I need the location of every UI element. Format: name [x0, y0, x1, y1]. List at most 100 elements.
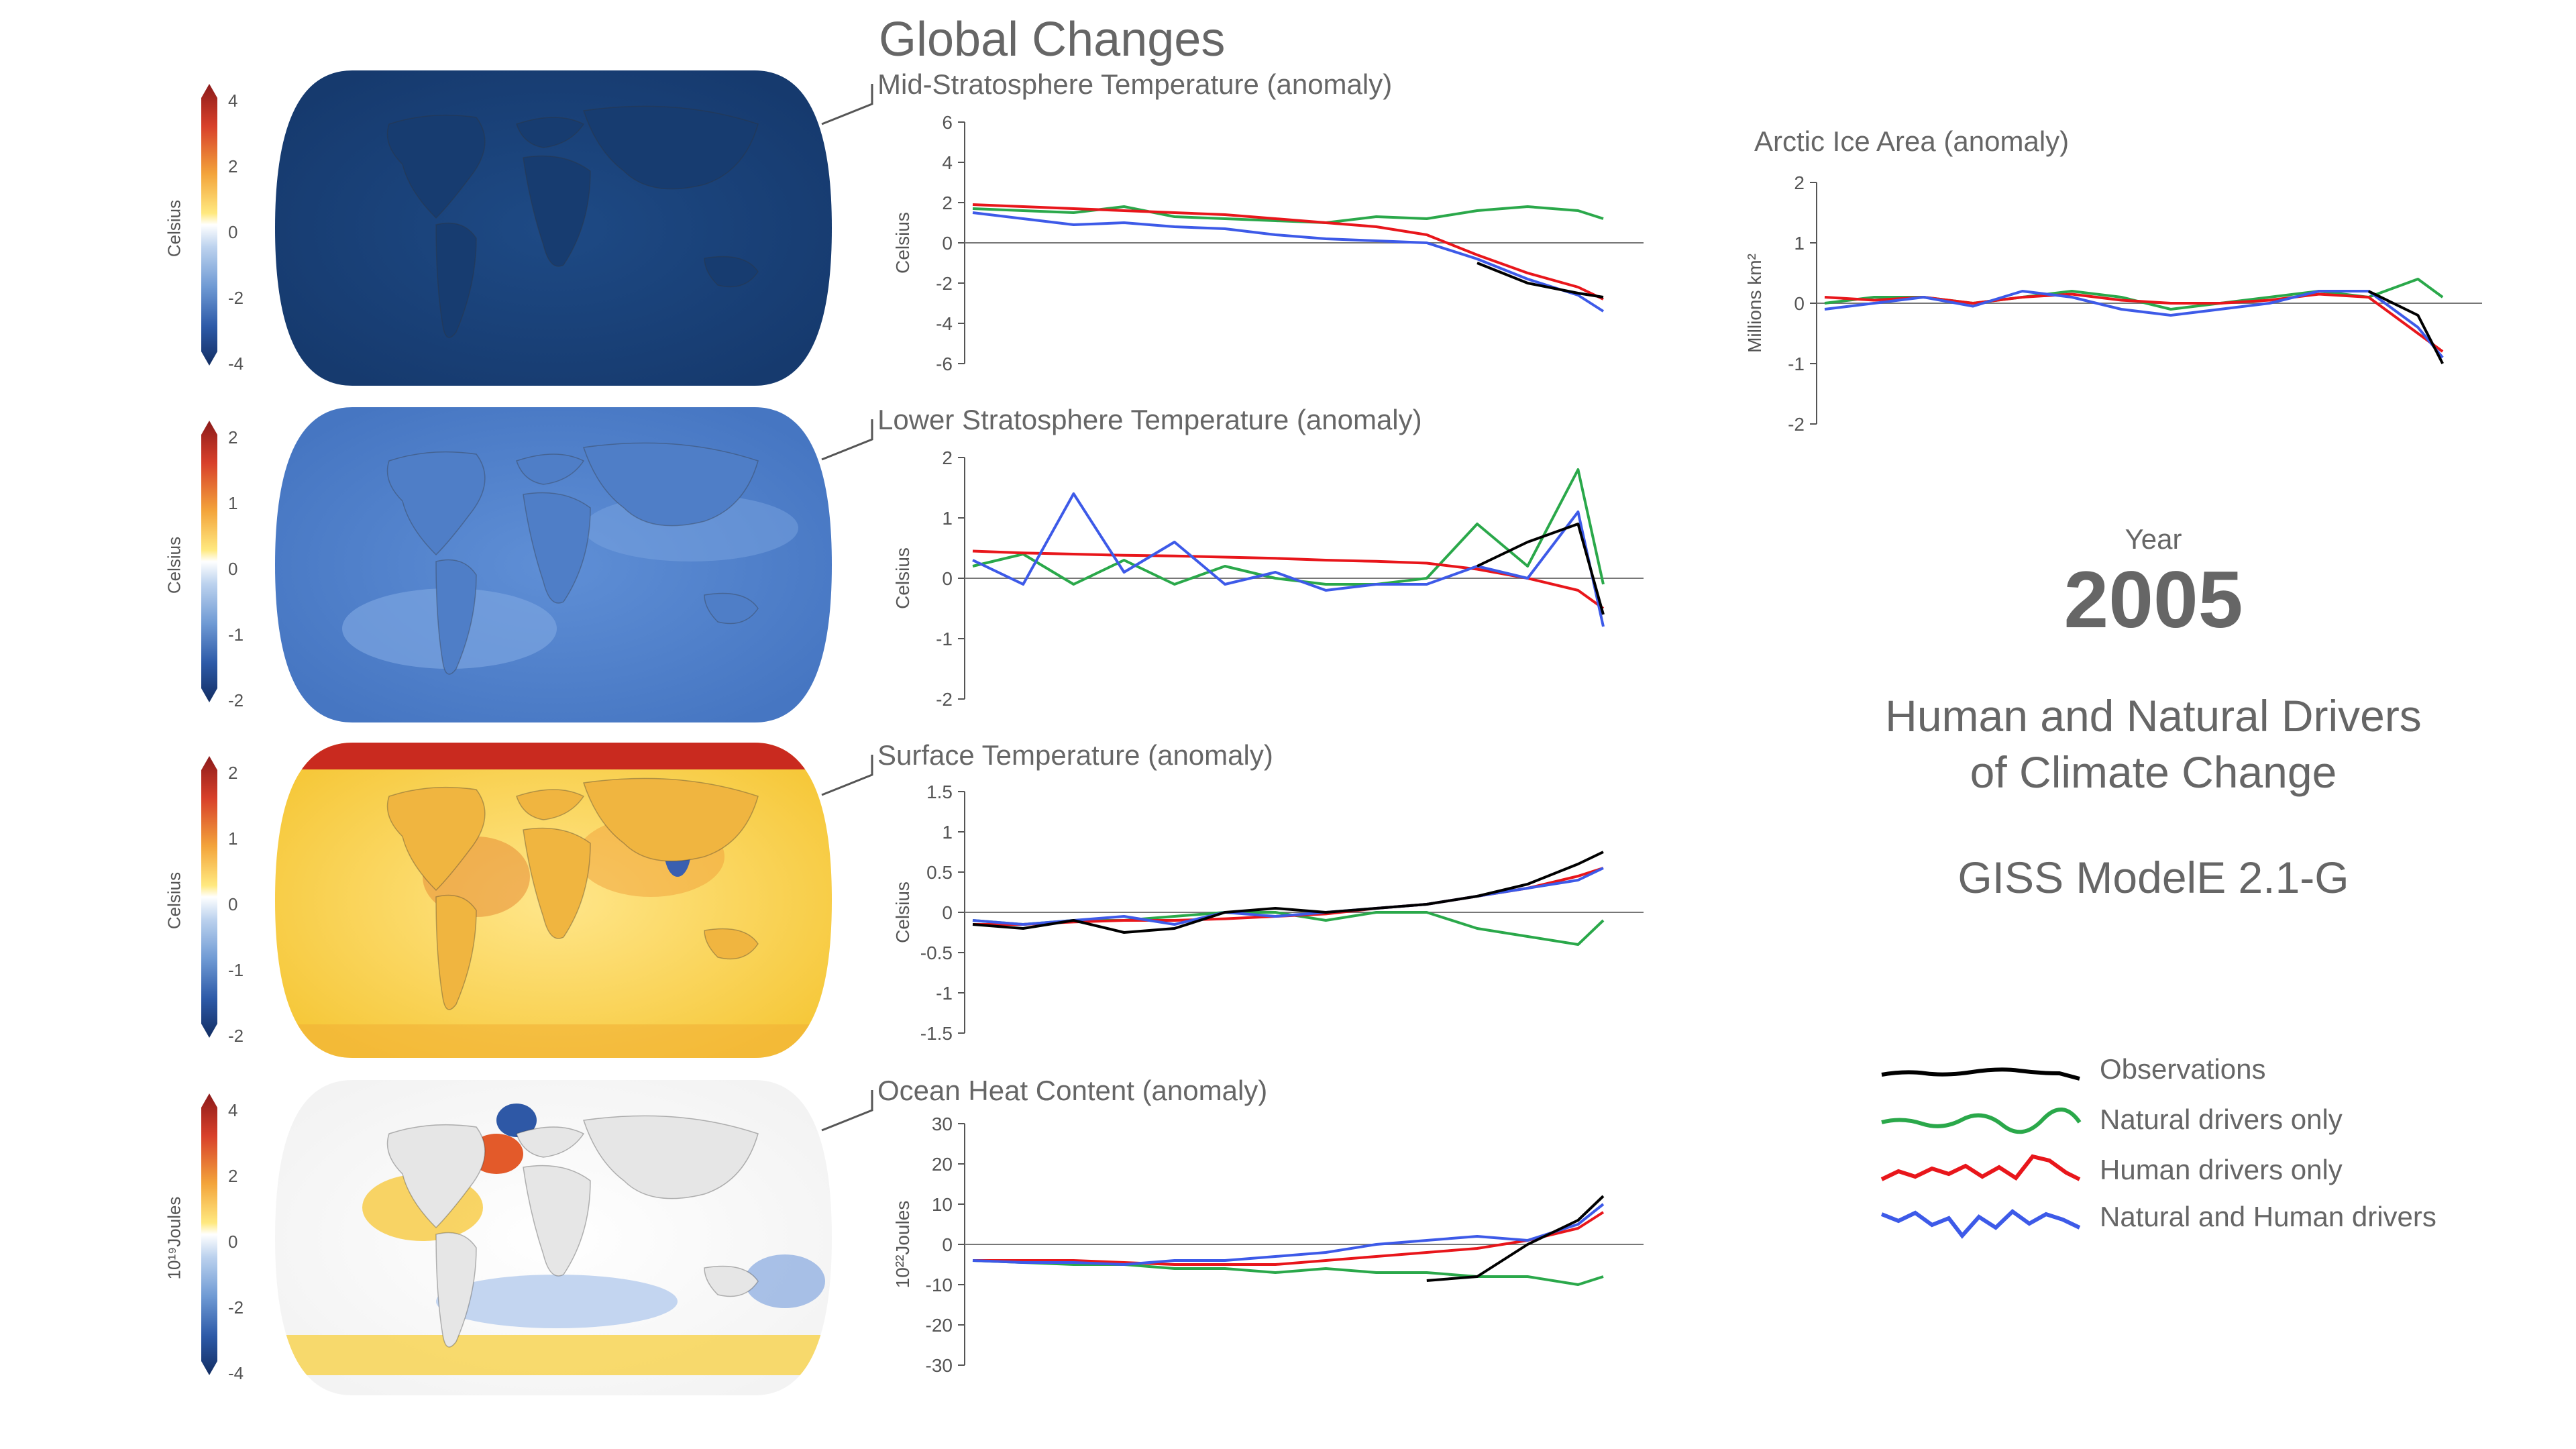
legend-item-both: Natural and Human drivers — [1878, 1194, 2482, 1241]
y-axis-label: Millions km² — [1744, 254, 1765, 353]
colorbar — [201, 421, 217, 702]
colorbar-tick: 0 — [228, 222, 238, 242]
legend-item-natural: Natural drivers only — [1878, 1097, 2482, 1144]
y-tick-label: 4 — [942, 152, 953, 173]
y-tick-label: -2 — [1788, 414, 1805, 435]
y-tick-label: 1.5 — [926, 782, 953, 802]
y-tick-label: -0.5 — [920, 943, 953, 963]
colorbar — [201, 756, 217, 1038]
y-axis-label: Celsius — [892, 881, 913, 943]
y-tick-label: 0 — [942, 568, 953, 589]
series-line — [1824, 278, 2444, 311]
series-line — [972, 468, 1605, 586]
y-tick-label: 1 — [942, 508, 953, 529]
y-tick-label: 2 — [942, 447, 953, 468]
connector-line — [821, 755, 873, 796]
chart-title: Arctic Ice Area (anomaly) — [1754, 125, 2069, 157]
chart-2: Surface Temperature (anomaly) 1.5 1 0.5 0 -0.… — [821, 739, 1644, 1044]
legend-label: Observations — [2100, 1053, 2266, 1085]
y-tick-label: -1 — [936, 983, 953, 1004]
colorbar-tick: 0 — [228, 559, 238, 579]
y-tick-label: 0 — [942, 233, 953, 254]
y-tick-label: 1 — [942, 822, 953, 843]
colorbar-tick: -2 — [228, 1297, 244, 1318]
colorbar-tick: 4 — [228, 1100, 238, 1120]
colorbar-tick: -4 — [228, 1363, 244, 1383]
chart-3: Ocean Heat Content (anomaly) 30 20 10 0 -10 -2… — [821, 1075, 1644, 1376]
series-line — [1477, 523, 1605, 615]
legend-label: Natural drivers only — [2100, 1104, 2343, 1135]
legend-swatch-both — [1880, 1209, 2081, 1239]
chart-title: Mid-Stratosphere Temperature (anomaly) — [877, 68, 1392, 100]
ocean-map — [275, 1080, 832, 1395]
y-tick-label: 1 — [1794, 233, 1805, 254]
chart-title: Surface Temperature (anomaly) — [877, 739, 1273, 771]
series-line — [1477, 262, 1604, 299]
series-line — [972, 211, 1605, 313]
page-title: Global Changes — [879, 13, 1226, 66]
colorbar-tick: -4 — [228, 354, 244, 374]
series-line — [972, 911, 1605, 946]
colorbar-tick: -2 — [228, 288, 244, 308]
surface-map — [275, 743, 832, 1058]
y-tick-label: 30 — [932, 1114, 953, 1134]
y-tick-label: -1 — [936, 629, 953, 649]
model-name: GISS ModelE 2.1-G — [1957, 853, 2349, 902]
series-line — [972, 203, 1604, 301]
lower-strat-map — [275, 407, 832, 722]
y-tick-label: 20 — [932, 1154, 953, 1175]
colorbar-tick: -1 — [228, 960, 244, 980]
series-line — [972, 492, 1605, 627]
colorbar-tick: 2 — [228, 156, 238, 176]
y-tick-label: 2 — [1794, 172, 1805, 193]
y-axis-label: Celsius — [892, 212, 913, 274]
year-label: Year — [2125, 523, 2182, 555]
series-line — [1426, 1195, 1605, 1282]
y-tick-label: 2 — [942, 193, 953, 213]
y-tick-label: 0 — [1794, 293, 1805, 314]
y-tick-label: -10 — [926, 1275, 953, 1295]
colorbar-tick: -1 — [228, 625, 244, 645]
y-tick-label: 0 — [942, 1234, 953, 1255]
colorbar — [201, 84, 217, 366]
legend-label: Human drivers only — [2100, 1154, 2343, 1185]
colorbar-tick: 0 — [228, 894, 238, 914]
y-tick-label: -20 — [926, 1315, 953, 1336]
subtitle: Human and Natural Drivers of Climate Cha… — [1885, 691, 2422, 797]
legend-item-observations: Observations — [1878, 1046, 2482, 1093]
legend-swatch-human — [1880, 1154, 2081, 1181]
colorbar-tick: 1 — [228, 493, 238, 513]
legend-item-human: Human drivers only — [1878, 1147, 2482, 1194]
y-tick-label: -4 — [936, 313, 953, 334]
y-tick-label: -6 — [936, 354, 953, 374]
connector-line — [821, 84, 873, 125]
legend-label: Natural and Human drivers — [2100, 1201, 2436, 1232]
colorbar-tick: -2 — [228, 690, 244, 710]
y-axis-label: 10²²Joules — [892, 1201, 913, 1289]
series-line — [972, 1259, 1604, 1286]
y-tick-label: 0.5 — [926, 862, 953, 883]
colorbar-tick: 1 — [228, 828, 238, 849]
y-axis-label: Celsius — [892, 547, 913, 609]
legend-swatch-natural — [1881, 1107, 2082, 1134]
colorbar-tick: -2 — [228, 1026, 244, 1046]
chart-1: Lower Stratosphere Temperature (anomaly)… — [821, 404, 1644, 710]
series-line — [973, 1211, 1605, 1266]
chart-4: Arctic Ice Area (anomaly) 2 1 0 -1 -2 Millions… — [1744, 125, 2482, 435]
year-value: 2005 — [2063, 555, 2243, 645]
colorbar-tick: 4 — [228, 91, 238, 111]
y-tick-label: 10 — [932, 1194, 953, 1215]
y-tick-label: -30 — [926, 1355, 953, 1376]
y-tick-label: 0 — [942, 902, 953, 923]
series-line — [972, 1203, 1605, 1266]
y-tick-label: -1.5 — [920, 1023, 953, 1044]
connector-line — [821, 419, 873, 461]
series-line — [972, 851, 1604, 934]
y-tick-label: -2 — [936, 273, 953, 294]
series-line — [1824, 290, 2444, 359]
colorbar — [201, 1093, 217, 1375]
legend-swatch-observations — [1881, 1067, 2080, 1081]
series-line — [2367, 290, 2444, 364]
mid-strat-map — [275, 70, 832, 386]
